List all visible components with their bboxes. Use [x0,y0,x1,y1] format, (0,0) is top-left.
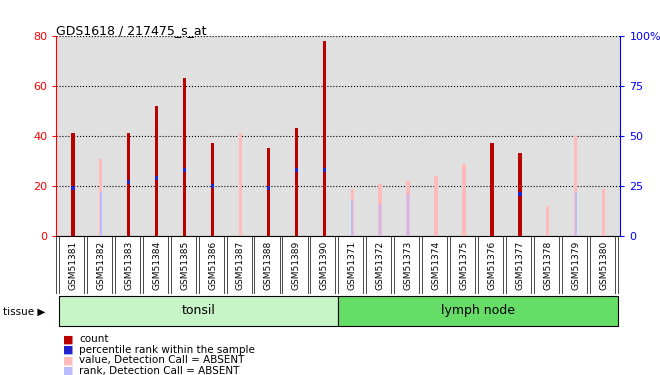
Text: percentile rank within the sample: percentile rank within the sample [79,345,255,355]
Text: GSM51373: GSM51373 [403,241,412,290]
Bar [294,168,298,172]
Text: GSM51374: GSM51374 [432,241,440,290]
Text: GSM51380: GSM51380 [599,241,608,290]
Text: GDS1618 / 217475_s_at: GDS1618 / 217475_s_at [56,24,207,38]
Text: GSM51382: GSM51382 [96,241,106,290]
Bar [71,134,75,236]
Bar [350,189,354,236]
Text: GSM51375: GSM51375 [459,241,469,290]
Text: value, Detection Call = ABSENT: value, Detection Call = ABSENT [79,356,245,365]
Bar [71,186,75,190]
Text: tonsil: tonsil [182,304,216,317]
Bar [602,189,605,236]
Bar [183,168,186,172]
Bar [574,136,578,236]
Text: GSM51376: GSM51376 [487,241,496,290]
Text: GSM51390: GSM51390 [320,241,329,290]
Bar [294,128,298,236]
Bar [211,144,214,236]
Text: GSM51371: GSM51371 [348,241,356,290]
Bar [127,134,131,236]
Text: count: count [79,334,109,344]
Bar [351,200,353,236]
Text: ■: ■ [63,334,73,344]
Text: GSM51377: GSM51377 [515,241,524,290]
Bar [183,78,186,236]
Bar [518,153,521,236]
Text: ■: ■ [63,366,73,375]
Bar [434,176,438,236]
Text: GSM51386: GSM51386 [208,241,217,290]
Bar [211,184,214,188]
Text: GSM51381: GSM51381 [69,241,77,290]
Bar [155,106,158,236]
Bar [407,194,409,236]
Bar [378,184,382,236]
Text: GSM51387: GSM51387 [236,241,245,290]
Bar [127,180,131,184]
Text: GSM51383: GSM51383 [124,241,133,290]
Text: GSM51379: GSM51379 [571,241,580,290]
Text: rank, Detection Call = ABSENT: rank, Detection Call = ABSENT [79,366,240,375]
Text: GSM51384: GSM51384 [152,241,161,290]
Text: lymph node: lymph node [441,304,515,317]
Bar [99,159,102,236]
Bar [518,192,521,196]
Bar [407,181,410,236]
Bar [212,182,213,236]
Text: GSM51389: GSM51389 [292,241,301,290]
Bar [338,296,618,326]
Bar [491,194,493,236]
Bar [296,184,297,236]
Text: GSM51385: GSM51385 [180,241,189,290]
Bar [100,192,102,236]
Text: GSM51372: GSM51372 [376,241,385,290]
Text: ■: ■ [63,356,73,365]
Bar [267,148,270,236]
Bar [546,206,549,236]
Bar [379,204,381,236]
Bar [239,134,242,236]
Bar [155,176,158,180]
Bar [323,40,326,236]
Bar [575,192,577,236]
Text: GSM51388: GSM51388 [264,241,273,290]
Bar [267,186,270,190]
Bar [323,168,326,172]
Text: tissue ▶: tissue ▶ [3,307,46,317]
Bar [490,144,494,236]
Bar [462,164,466,236]
Text: GSM51378: GSM51378 [543,241,552,290]
Bar [59,296,338,326]
Text: ■: ■ [63,345,73,355]
